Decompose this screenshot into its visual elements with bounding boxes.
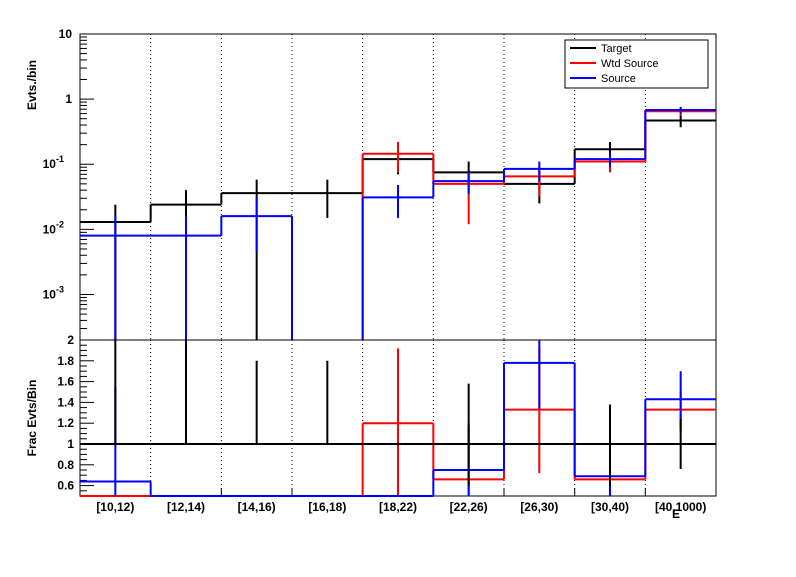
y-tick-label: 10 bbox=[59, 27, 73, 41]
x-tick-label: [12,14) bbox=[167, 500, 205, 514]
legend-label: Source bbox=[601, 73, 636, 85]
y-axis-title: Frac Evts/Bin bbox=[25, 380, 39, 457]
series-source bbox=[80, 106, 716, 340]
y-tick-label: 0.6 bbox=[57, 479, 74, 493]
y-tick-label: 1.8 bbox=[57, 354, 74, 368]
y-tick-label: 1 bbox=[67, 437, 74, 451]
y-tick-label: 1.6 bbox=[57, 375, 74, 389]
x-tick-label: [10,12) bbox=[96, 500, 134, 514]
ratio-series-target bbox=[80, 340, 716, 486]
legend-label: Target bbox=[601, 43, 632, 55]
y-tick-label: 0.8 bbox=[57, 458, 74, 472]
x-tick-label: [16,18) bbox=[308, 500, 346, 514]
x-tick-label: [14,16) bbox=[238, 500, 276, 514]
y-tick-label: 1.4 bbox=[57, 395, 74, 409]
legend: Target Wtd Source Source bbox=[564, 39, 709, 89]
x-tick-label: [30,40) bbox=[591, 500, 629, 514]
x-tick-label: [18,22) bbox=[379, 500, 417, 514]
y-tick-label: 1 bbox=[65, 92, 72, 106]
x-tick-label: [26,30) bbox=[520, 500, 558, 514]
x-axis-title: E bbox=[672, 507, 680, 521]
ratio-panel: 2 1.8 1.6 1.4 1.2 1 0.8 0.6 Frac Evts/Bin [10,12)… bbox=[25, 333, 717, 521]
legend-label: Wtd Source bbox=[601, 58, 658, 70]
x-tick-label: [40,1000) bbox=[655, 500, 706, 514]
y-tick-label: 2 bbox=[67, 333, 74, 347]
y-axis-title: Evts./bin bbox=[25, 60, 39, 110]
x-tick-label: [22,26) bbox=[450, 500, 488, 514]
y-tick-label: 1.2 bbox=[57, 416, 74, 430]
